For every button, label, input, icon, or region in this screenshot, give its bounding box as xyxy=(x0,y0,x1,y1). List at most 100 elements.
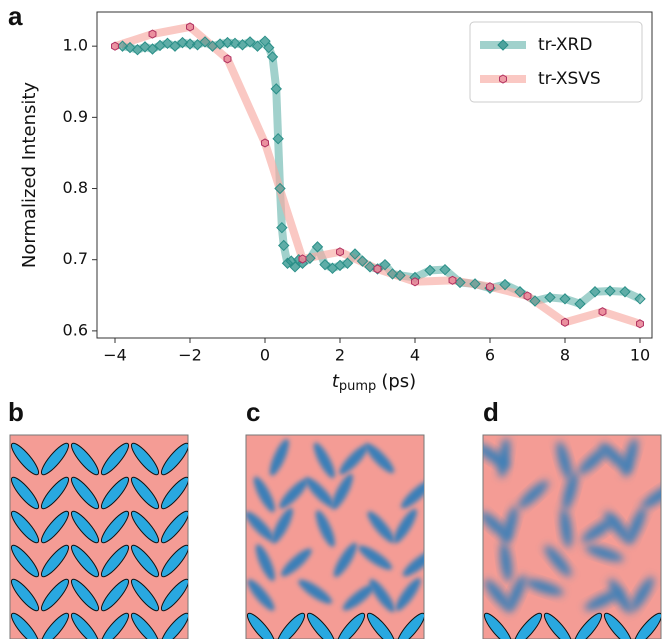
data-point xyxy=(251,40,264,52)
data-point xyxy=(274,182,286,195)
molecule xyxy=(366,612,396,639)
data-point xyxy=(169,40,181,52)
molecule xyxy=(395,577,421,611)
molecule xyxy=(40,442,70,476)
data-point xyxy=(424,264,436,277)
x-tick-label: 8 xyxy=(560,346,570,365)
data-point xyxy=(261,138,269,148)
x-tick-label: 6 xyxy=(485,346,495,365)
molecule xyxy=(559,508,573,548)
x-tick-label: 0 xyxy=(260,346,270,365)
data-point xyxy=(116,40,129,52)
data-point xyxy=(574,298,586,310)
molecule xyxy=(70,578,100,612)
data-point xyxy=(266,51,279,63)
molecule xyxy=(306,612,336,639)
molecule xyxy=(279,478,309,509)
molecule xyxy=(100,578,130,612)
x-label-symbol: t xyxy=(332,371,340,392)
molecule xyxy=(100,442,130,476)
molecule xyxy=(573,612,603,639)
molecule xyxy=(513,612,543,639)
molecule xyxy=(40,476,70,510)
data-point xyxy=(311,241,324,253)
data-point xyxy=(469,278,481,290)
data-point xyxy=(272,132,284,145)
molecule xyxy=(255,544,275,582)
molecule xyxy=(10,612,40,639)
molecule xyxy=(130,510,160,544)
molecule xyxy=(483,511,511,540)
data-point xyxy=(454,276,466,289)
molecule xyxy=(581,518,616,543)
data-point xyxy=(161,37,174,50)
molecule xyxy=(246,612,276,639)
y-tick-label: 1.0 xyxy=(63,36,88,55)
molecule xyxy=(70,544,100,578)
legend-marker xyxy=(497,39,509,51)
data-point xyxy=(619,286,631,298)
panel-letter: c xyxy=(246,397,260,427)
x-tick-label: 4 xyxy=(410,346,420,365)
molecule xyxy=(253,476,275,513)
molecule xyxy=(518,480,549,509)
x-tick-label: −2 xyxy=(178,346,202,365)
molecule xyxy=(271,507,293,544)
data-point xyxy=(336,247,344,257)
molecule xyxy=(40,612,70,639)
data-point xyxy=(319,258,331,271)
molecule xyxy=(160,442,188,476)
molecule xyxy=(313,442,335,479)
molecule xyxy=(315,510,335,548)
molecule xyxy=(342,584,375,611)
molecule xyxy=(160,612,188,639)
data-point xyxy=(529,295,541,307)
data-point xyxy=(636,319,644,329)
data-point xyxy=(499,278,511,291)
molecule xyxy=(305,477,335,508)
molecule xyxy=(556,441,572,480)
data-point xyxy=(276,221,288,234)
molecule xyxy=(365,443,395,474)
molecule xyxy=(130,544,160,578)
data-point xyxy=(379,258,391,271)
molecule xyxy=(608,578,632,614)
molecule xyxy=(369,579,395,613)
data-point xyxy=(559,293,571,305)
y-tick-label: 0.7 xyxy=(63,249,88,268)
data-point xyxy=(589,286,601,298)
y-tick-label: 0.9 xyxy=(63,107,88,126)
data-point xyxy=(364,261,376,273)
molecule xyxy=(544,545,572,577)
panel-molecules xyxy=(483,438,661,639)
molecule xyxy=(483,612,513,639)
molecule xyxy=(603,612,633,639)
x-label-unit: (ps) xyxy=(381,371,416,392)
data-point xyxy=(386,268,399,280)
data-point xyxy=(270,83,282,95)
data-point xyxy=(298,254,307,264)
data-point xyxy=(486,282,494,292)
molecule xyxy=(281,548,312,577)
molecule xyxy=(506,574,526,612)
molecule xyxy=(604,511,632,543)
data-point xyxy=(263,41,275,54)
molecule xyxy=(10,476,40,510)
x-axis-label: tpump (ps) xyxy=(332,371,416,394)
data-point xyxy=(111,41,119,51)
molecule xyxy=(70,442,100,476)
plot-frame xyxy=(96,11,653,339)
molecule xyxy=(160,578,188,612)
molecule xyxy=(130,612,160,639)
data-point xyxy=(199,36,211,48)
molecule xyxy=(396,612,424,639)
y-axis-label: Normalized Intensity xyxy=(19,82,40,268)
molecule xyxy=(100,510,130,544)
data-point xyxy=(561,317,569,327)
y-tick-label: 0.6 xyxy=(63,320,88,339)
molecule xyxy=(641,484,661,509)
data-point xyxy=(598,307,607,317)
molecule xyxy=(160,476,188,510)
molecule xyxy=(10,578,40,612)
